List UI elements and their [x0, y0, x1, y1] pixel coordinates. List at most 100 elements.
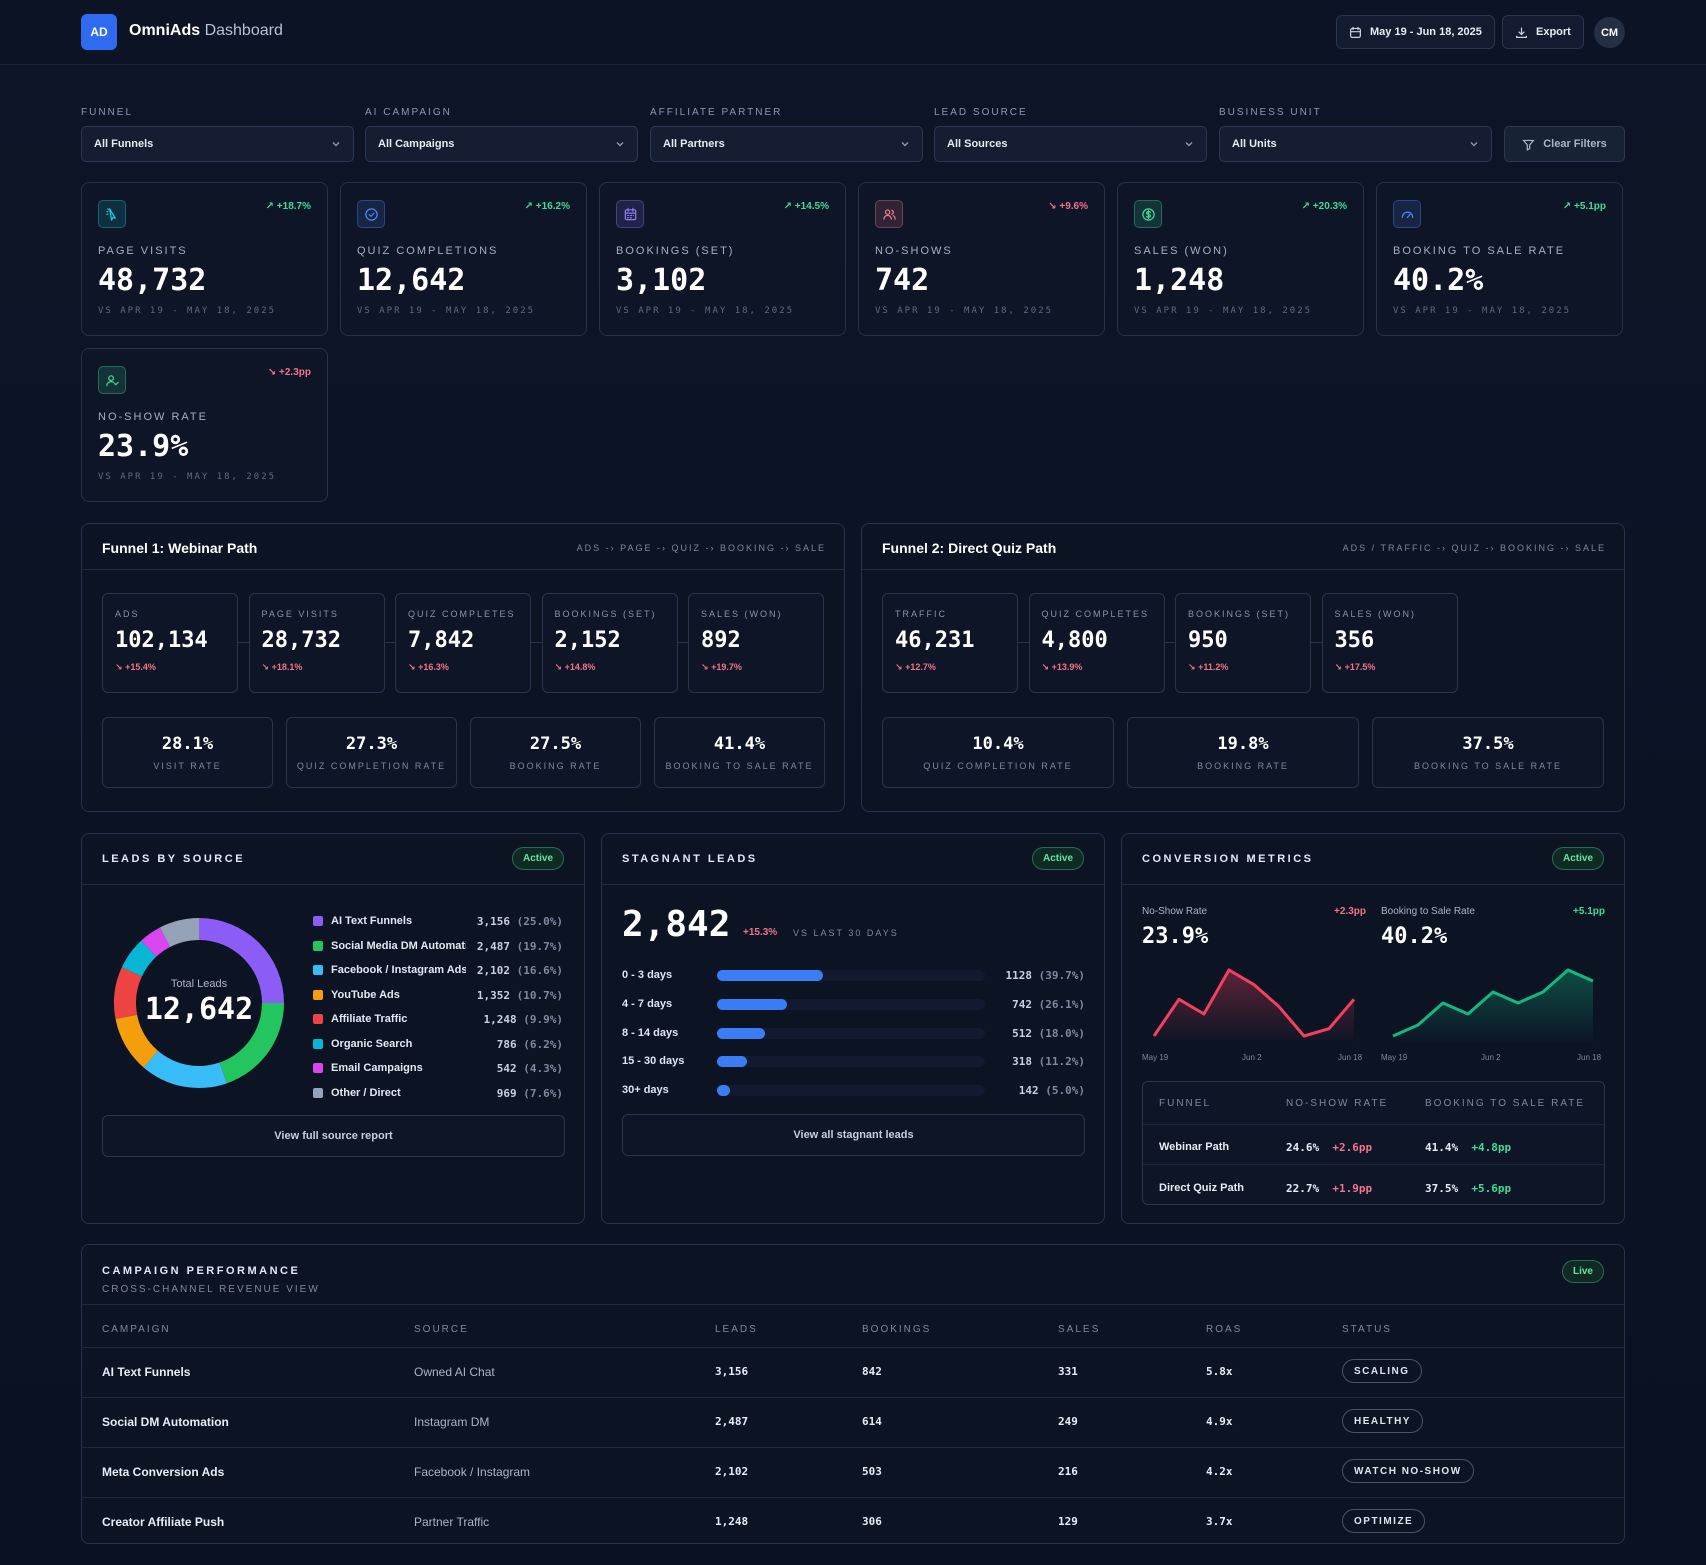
- campaign-status-pill: HEALTHY: [1342, 1409, 1423, 1433]
- chevron-down-icon: [616, 142, 624, 147]
- bucket-bar-fill: [717, 1027, 766, 1039]
- campaign-leads: 2,102: [715, 1465, 749, 1478]
- view-source-report-button[interactable]: View full source report: [102, 1115, 565, 1157]
- user-avatar[interactable]: CM: [1594, 17, 1625, 48]
- col-header-b2s: BOOKING TO SALE RATE: [1425, 1098, 1586, 1109]
- legend-name: Email Campaigns: [331, 1062, 423, 1074]
- legend-value: 3,156 (25.0%): [476, 915, 563, 928]
- download-icon: [1516, 27, 1527, 38]
- stage-label: BOOKINGS (SET): [554, 609, 657, 619]
- spark-value: 23.9%: [1142, 924, 1209, 949]
- campaign-source: Instagram DM: [414, 1415, 490, 1429]
- arrow-down-right-icon: ↘: [701, 662, 709, 672]
- bucket-bar-track: [717, 1056, 985, 1068]
- legend-name: Organic Search: [331, 1037, 413, 1050]
- campaign-name[interactable]: AI Text Funnels: [102, 1365, 191, 1379]
- kpi-delta: ↗ +14.5%: [783, 201, 829, 212]
- check-circle-icon: [357, 200, 385, 228]
- export-button[interactable]: Export: [1502, 15, 1584, 49]
- rate-value: 37.5%: [1462, 734, 1514, 754]
- spark-x-label: May 19: [1142, 1053, 1169, 1062]
- spark-area: [1393, 970, 1593, 1044]
- bucket-label: 30+ days: [622, 1084, 669, 1097]
- stage-delta: ↘ +12.7%: [895, 662, 936, 672]
- legend-item: YouTube Ads 1,352 (10.7%): [313, 987, 563, 1003]
- conv-row-b2s: 41.4% +4.8pp: [1425, 1141, 1512, 1154]
- kpi-delta: ↗ +20.3%: [1301, 201, 1347, 212]
- kpi-delta: ↗ +5.1pp: [1562, 201, 1606, 212]
- filter-select-1[interactable]: All Campaigns: [365, 126, 638, 162]
- col-header-sales: SALES: [1058, 1324, 1101, 1335]
- arrow-down-right-icon: ↘: [408, 662, 416, 672]
- campaign-roas: 4.2x: [1206, 1465, 1233, 1478]
- clear-filters-button[interactable]: Clear Filters: [1504, 126, 1625, 162]
- filter-select-4[interactable]: All Units: [1219, 126, 1492, 162]
- bucket-bar-fill: [717, 998, 787, 1010]
- donut-slice: [141, 927, 171, 957]
- conv-row-funnel: Direct Quiz Path: [1159, 1182, 1244, 1194]
- campaign-name[interactable]: Creator Affiliate Push: [102, 1515, 225, 1529]
- filter-select-3[interactable]: All Sources: [934, 126, 1207, 162]
- arrow-up-right-icon: ↗: [265, 201, 275, 212]
- bucket-label: 15 - 30 days: [622, 1055, 685, 1068]
- spark-x-label: Jun 2: [1242, 1053, 1262, 1062]
- stage-value: 7,842: [408, 628, 475, 653]
- campaign-name[interactable]: Social DM Automation: [102, 1415, 229, 1429]
- arrow-up-right-icon: ↗: [1562, 201, 1572, 212]
- spark-label: No-Show Rate: [1142, 906, 1208, 917]
- campaign-sales: 249: [1058, 1415, 1078, 1428]
- campaign-name[interactable]: Meta Conversion Ads: [102, 1465, 225, 1479]
- spark-chart: [1152, 968, 1356, 1044]
- bucket-value: 742 (26.1%): [1012, 997, 1085, 1011]
- conversion-metrics-panel: CONVERSION METRICS Active FUNNEL NO-SHOW…: [1121, 833, 1625, 1224]
- filter-select-2[interactable]: All Partners: [650, 126, 923, 162]
- campaign-sales: 129: [1058, 1515, 1078, 1528]
- top-bar: AD OmniAds Dashboard May 19 - Jun 18, 20…: [0, 0, 1706, 65]
- leads-by-source-panel: LEADS BY SOURCE Active Total Leads 12,64…: [81, 833, 585, 1224]
- stage-label: ADS: [115, 609, 140, 619]
- funnel-stage: SALES (WON) 892 ↘ +19.7%: [688, 593, 824, 693]
- stage-delta: ↘ +13.9%: [1041, 662, 1083, 672]
- legend-item: AI Text Funnels 3,156 (25.0%): [313, 913, 563, 929]
- legend-swatch: [313, 1063, 323, 1073]
- kpi-label: NO-SHOWS: [875, 245, 953, 257]
- rate-label: QUIZ COMPLETION RATE: [296, 761, 447, 771]
- kpi-compare: VS APR 19 - MAY 18, 2025: [616, 306, 795, 316]
- conv-row-noshow: 24.6% +2.6pp: [1286, 1141, 1373, 1154]
- kpi-label: QUIZ COMPLETIONS: [357, 245, 499, 257]
- donut-total-value: 12,642: [144, 992, 254, 1027]
- rate-label: QUIZ COMPLETION RATE: [923, 761, 1073, 771]
- funnel-rate: 27.3% QUIZ COMPLETION RATE: [286, 717, 457, 788]
- stagnant-period: VS LAST 30 DAYS: [793, 928, 899, 938]
- date-range-button[interactable]: May 19 - Jun 18, 2025: [1336, 15, 1495, 49]
- campaign-roas: 4.9x: [1206, 1415, 1233, 1428]
- funnel-rate: 28.1% VISIT RATE: [102, 717, 273, 788]
- legend-item: Other / Direct 969 (7.6%): [313, 1085, 563, 1101]
- funnel-stage: QUIZ COMPLETES 4,800 ↘ +13.9%: [1028, 593, 1165, 693]
- filter-select-0[interactable]: All Funnels: [81, 126, 354, 162]
- view-stagnant-leads-button[interactable]: View all stagnant leads: [622, 1114, 1085, 1156]
- stage-label: QUIZ COMPLETES: [408, 609, 516, 619]
- col-header-leads: LEADS: [715, 1324, 758, 1335]
- spark-x-label: Jun 18: [1577, 1053, 1602, 1062]
- funnel-webinar-panel: Funnel 1: Webinar Path ADS -› PAGE -› QU…: [81, 523, 845, 812]
- legend-value: 2,102 (16.6%): [476, 964, 563, 977]
- filter-label: LEAD SOURCE: [934, 107, 1028, 118]
- stage-value: 2,152: [554, 628, 621, 653]
- rate-value: 27.3%: [345, 734, 398, 754]
- kpi-value: 12,642: [357, 263, 466, 298]
- spark-x-label: May 19: [1381, 1053, 1408, 1062]
- legend-swatch: [313, 1014, 323, 1024]
- chevron-down-icon: [1185, 142, 1193, 147]
- kpi-card-quiz-completions: ↗ +16.2% QUIZ COMPLETIONS 12,642 VS APR 19 …: [340, 182, 587, 336]
- donut-slice: [143, 1050, 227, 1088]
- arrow-up-right-icon: ↗: [783, 201, 793, 212]
- stagnant-bucket-row: 8 - 14 days 512 (18.0%): [622, 1025, 1085, 1041]
- filter-label: AFFILIATE PARTNER: [650, 107, 783, 118]
- campaign-roas: 3.7x: [1206, 1515, 1233, 1528]
- legend-swatch: [313, 1038, 323, 1049]
- rate-label: BOOKING RATE: [509, 761, 602, 771]
- campaign-bookings: 842: [862, 1365, 882, 1378]
- filter-label: FUNNEL: [81, 107, 134, 118]
- app-logo: AD: [81, 14, 117, 50]
